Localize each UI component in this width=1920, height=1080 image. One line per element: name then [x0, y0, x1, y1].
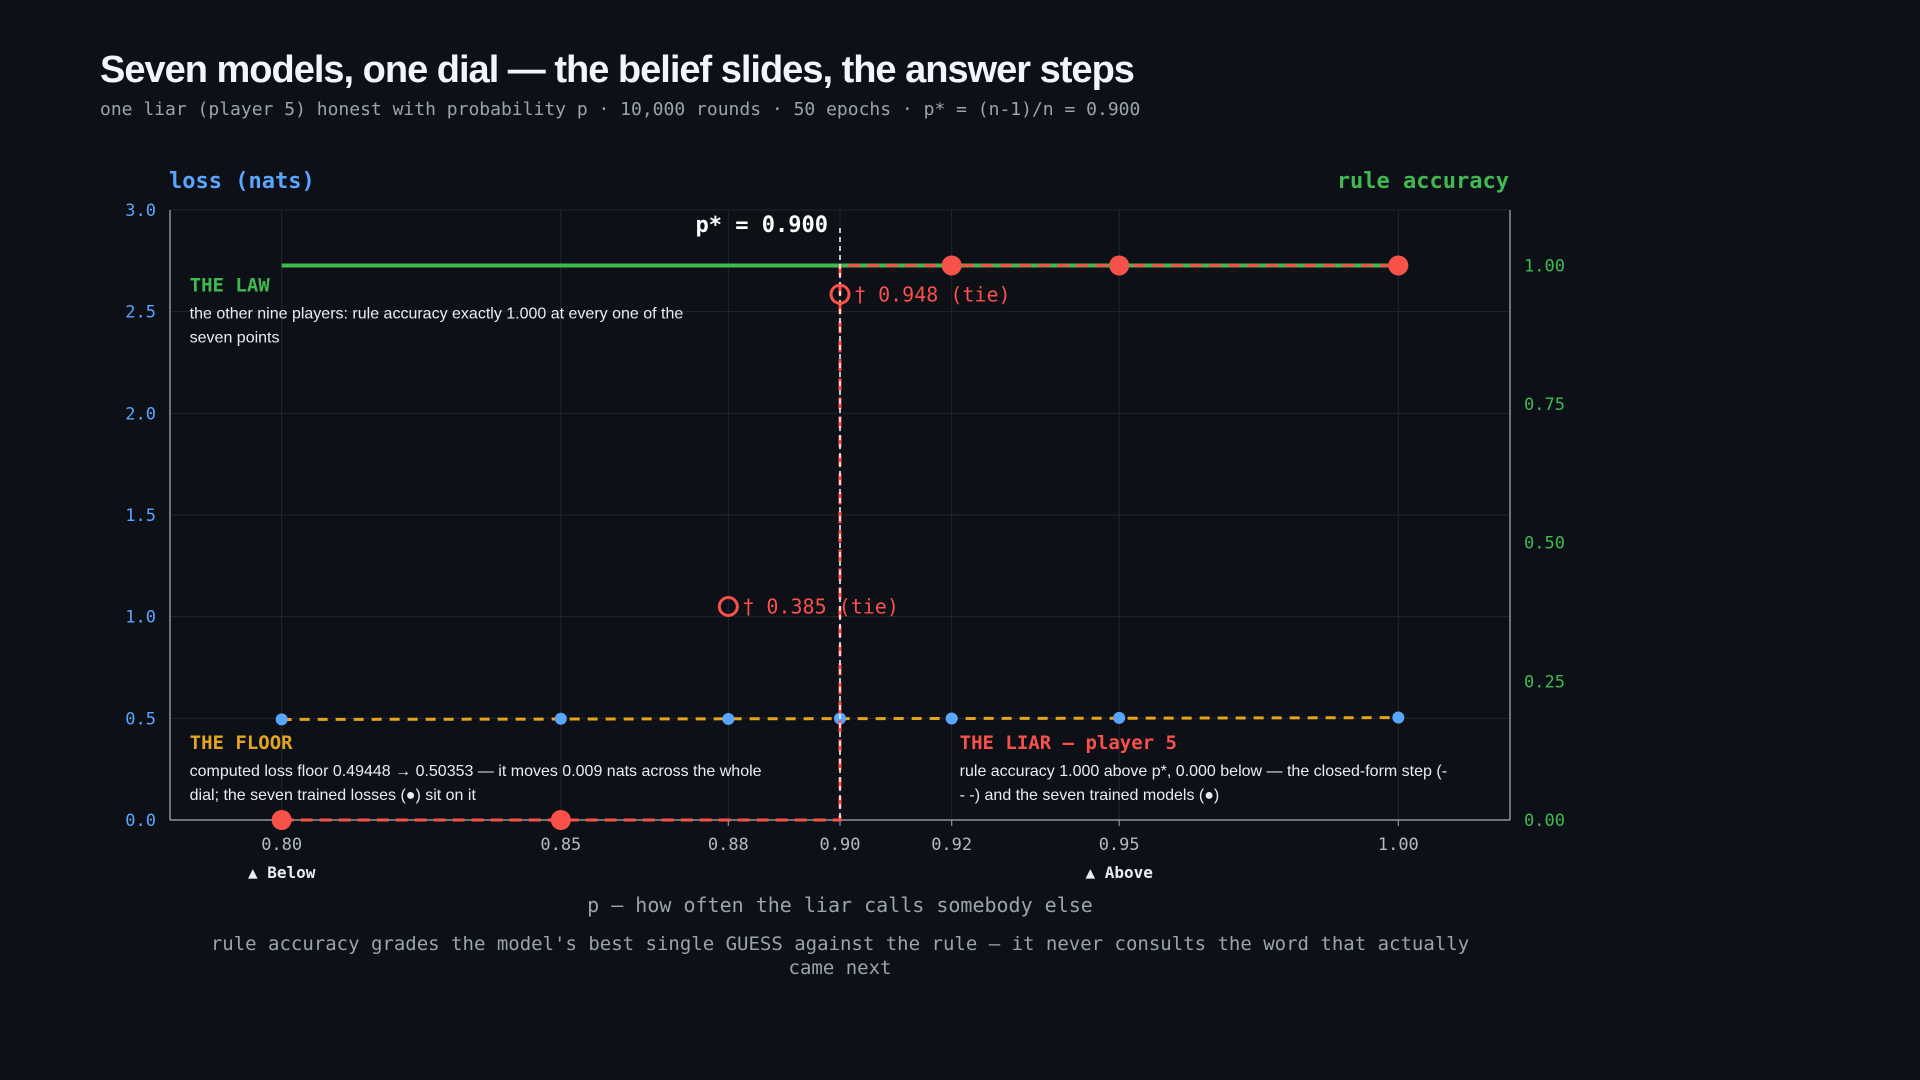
y-right-axis-label: rule accuracy [1337, 169, 1509, 194]
region-label: ▲ Above [1085, 863, 1152, 882]
y-left-tick-label: 3.0 [125, 201, 156, 221]
footnote-line-1: rule accuracy grades the model's best si… [211, 933, 1469, 955]
annotation-law-body: the other nine players: rule accuracy ex… [190, 305, 684, 322]
annotation-law-body: seven points [190, 329, 280, 346]
x-tick-label: 0.95 [1099, 835, 1140, 855]
liar-tie-label: † 0.948 (tie) [854, 282, 1011, 306]
y-right-tick-label: 1.00 [1524, 256, 1565, 276]
trained-loss-point [722, 712, 735, 725]
x-axis-label: p — how often the liar calls somebody el… [587, 893, 1093, 917]
chart-subtitle: one liar (player 5) honest with probabil… [100, 99, 1140, 120]
y-left-axis-label: loss (nats) [169, 169, 315, 194]
x-tick-label: 0.85 [540, 835, 581, 855]
liar-model-point [941, 255, 962, 276]
x-tick-label: 0.92 [931, 835, 972, 855]
y-left-tick-label: 1.0 [125, 608, 156, 628]
trained-loss-point [275, 713, 288, 726]
annotation-liar-heading: THE LIAR — player 5 [960, 732, 1177, 754]
y-left-tick-label: 1.5 [125, 506, 156, 526]
liar-tie-label: † 0.385 (tie) [742, 595, 899, 619]
footnote-line-2: came next [789, 957, 892, 979]
y-left-tick-label: 2.5 [125, 303, 156, 323]
y-left-tick-label: 0.0 [125, 811, 156, 831]
region-label: ▲ Below [248, 863, 316, 882]
liar-model-point [1388, 255, 1409, 276]
y-left-tick-label: 2.0 [125, 404, 156, 424]
annotation-floor-heading: THE FLOOR [190, 732, 294, 754]
x-tick-label: 0.80 [261, 835, 302, 855]
trained-loss-point [945, 712, 958, 725]
annotation-liar-body: - -) and the seven trained models (●) [960, 787, 1220, 804]
liar-model-point [550, 810, 571, 830]
y-left-tick-label: 0.5 [125, 709, 156, 729]
annotation-law-heading: THE LAW [190, 274, 271, 296]
annotation-floor-body: dial; the seven trained losses (●) sit o… [190, 787, 477, 804]
threshold-label: p* = 0.900 [696, 213, 828, 238]
y-right-tick-label: 0.25 [1524, 672, 1565, 692]
plot-area: 0.0 0.5 1.0 1.5 2.0 2.5 3.0 0.00 0.25 0.50 0.75 1.0… [125, 201, 1565, 882]
annotation-floor-body: computed loss floor 0.49448 → 0.50353 — … [190, 763, 762, 780]
trained-loss-point [1392, 711, 1405, 724]
y-right-tick-label: 0.75 [1524, 395, 1565, 415]
liar-model-point [271, 810, 292, 830]
x-tick-label: 1.00 [1378, 835, 1419, 855]
chart-title: Seven models, one dial — the belief slid… [100, 49, 1134, 91]
liar-model-point [1109, 255, 1130, 276]
x-tick-label: 0.88 [708, 835, 749, 855]
y-right-tick-label: 0.50 [1524, 534, 1565, 554]
y-right-tick-label: 0.00 [1524, 811, 1565, 831]
trained-loss-point [554, 712, 567, 725]
annotation-liar-body: rule accuracy 1.000 above p*, 0.000 belo… [960, 763, 1447, 780]
x-tick-label: 0.90 [820, 835, 861, 855]
liar-tie-point [829, 283, 851, 305]
liar-tie-point [717, 596, 739, 617]
trained-loss-point [1113, 711, 1126, 724]
